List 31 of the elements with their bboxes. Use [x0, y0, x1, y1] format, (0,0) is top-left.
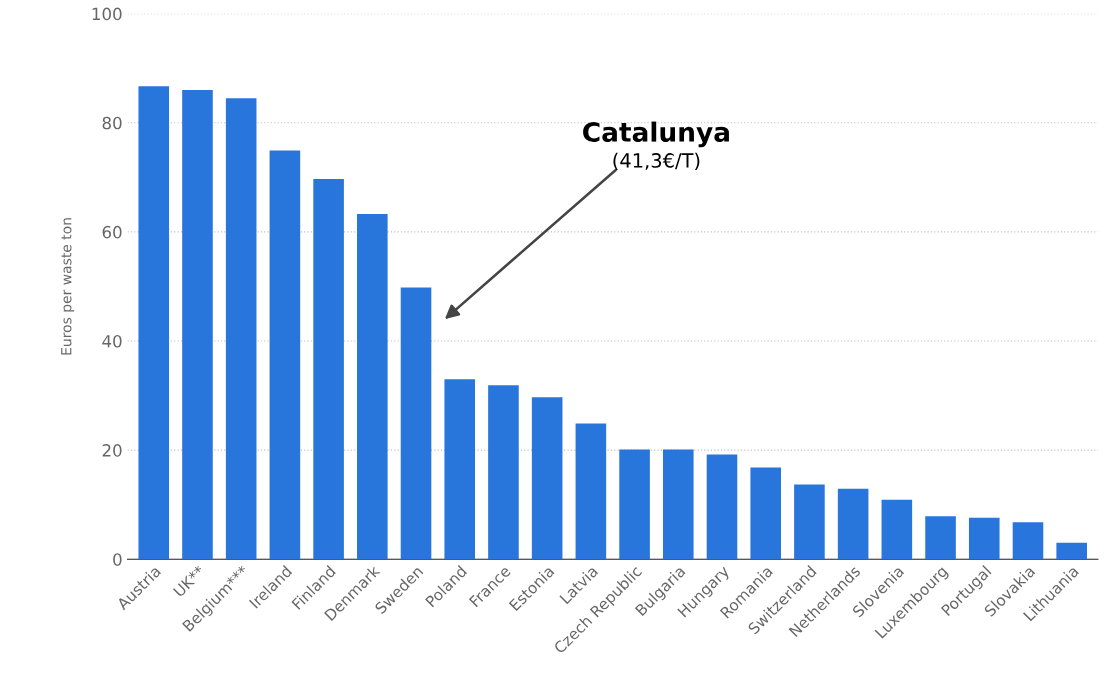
bar [488, 385, 519, 560]
y-tick-label: 100 [92, 7, 122, 21]
y-tick-label: 0 [113, 553, 122, 566]
y-tick-label: 60 [102, 225, 122, 239]
y-axis-title: Euros per waste ton [61, 218, 75, 355]
bar [313, 178, 344, 560]
y-tick-label: 40 [102, 334, 122, 348]
bar [182, 90, 213, 560]
bar [1012, 522, 1044, 560]
annotation: (41,3€/T) [613, 152, 700, 171]
bar [925, 516, 956, 560]
bar [662, 449, 694, 560]
bar [619, 449, 650, 560]
bar [750, 467, 782, 560]
bar [357, 213, 388, 560]
bar [794, 484, 825, 560]
bar [444, 379, 476, 560]
bar [706, 454, 738, 560]
bar [269, 150, 301, 560]
bar [881, 499, 913, 560]
bar [575, 423, 607, 560]
bar [225, 98, 257, 560]
bar [837, 488, 869, 560]
bar [138, 86, 170, 560]
bar [400, 287, 432, 560]
y-tick-label: 20 [102, 444, 122, 457]
y-tick-label: 80 [102, 116, 122, 130]
annotation: Catalunya [583, 121, 729, 148]
bar [1056, 542, 1087, 560]
bar [968, 517, 1000, 560]
bar [531, 397, 563, 560]
